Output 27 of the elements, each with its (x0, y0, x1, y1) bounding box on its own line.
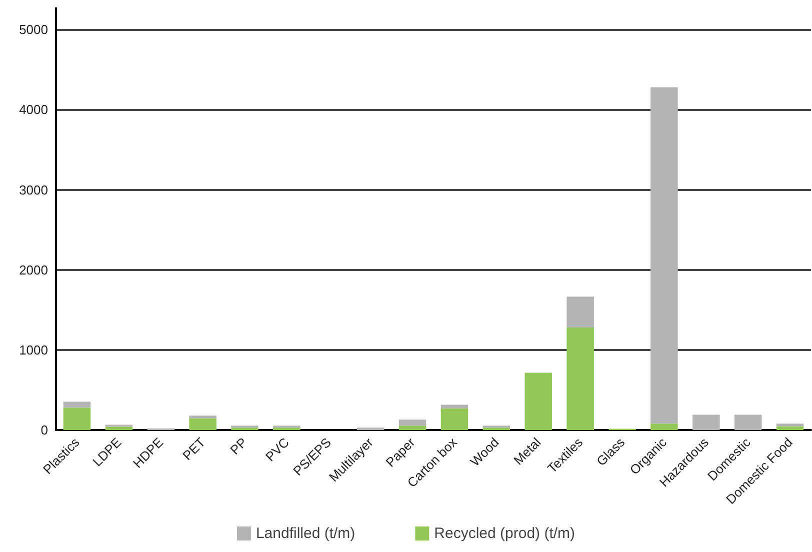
y-tick-label: 5000 (19, 22, 48, 38)
bar (105, 426, 133, 430)
bar (398, 426, 426, 430)
bar (398, 420, 426, 426)
bar (566, 328, 594, 430)
bar (440, 408, 468, 430)
bar (524, 372, 552, 430)
bar (566, 296, 594, 328)
legend-label: Landfilled (t/m) (256, 525, 356, 542)
y-tick-label: 3000 (19, 182, 48, 198)
bar (692, 414, 720, 430)
legend-label: Recycled (prod) (t/m) (434, 525, 576, 542)
y-tick-label: 1000 (19, 342, 48, 358)
bar (650, 424, 678, 430)
bar (63, 408, 91, 430)
y-tick-label: 0 (40, 422, 48, 438)
x-tick-label: PP (227, 434, 250, 458)
bar (63, 402, 91, 408)
bar (734, 414, 762, 430)
y-tick-label: 4000 (19, 102, 48, 118)
bar (776, 424, 804, 426)
bar (650, 87, 678, 424)
bar (776, 426, 804, 430)
bar (189, 418, 216, 430)
y-tick-label: 2000 (19, 262, 48, 278)
bar (440, 404, 468, 408)
bar (189, 416, 216, 418)
